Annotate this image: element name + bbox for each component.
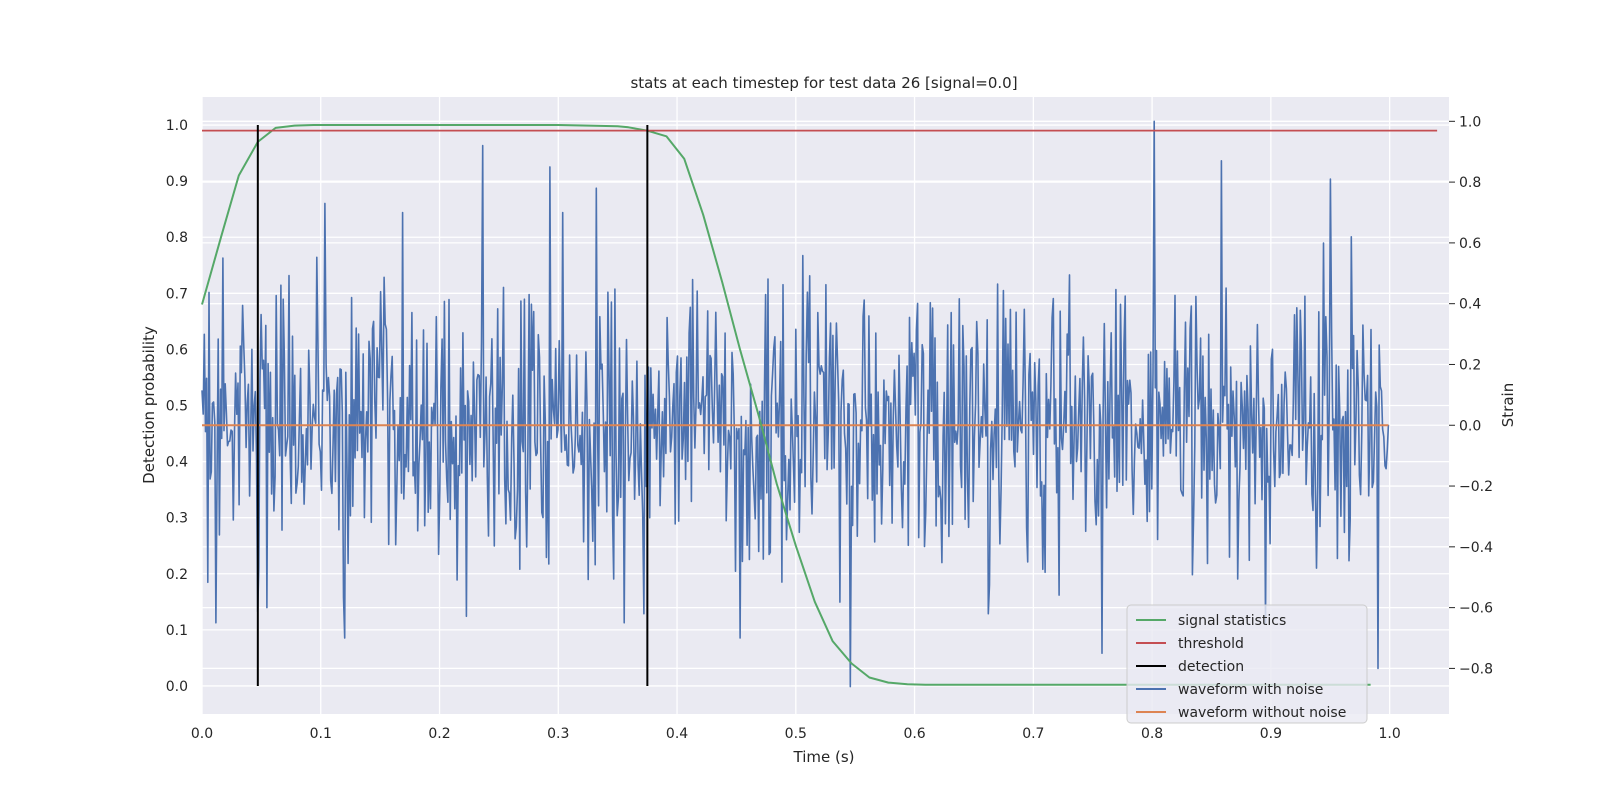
y2-tick-label: −0.2: [1459, 479, 1493, 495]
y2-tick-label: 0.8: [1459, 175, 1481, 191]
x-tick-label: 0.9: [1260, 726, 1282, 742]
y-tick-label: 0.5: [166, 399, 188, 415]
y2-tick-label: 0.2: [1459, 357, 1481, 373]
legend-label: threshold: [1178, 636, 1244, 652]
y-tick-label: 0.2: [166, 567, 188, 583]
x-tick-label: 0.4: [666, 726, 688, 742]
y2-tick-label: −0.8: [1459, 661, 1493, 677]
x-tick-label: 0.5: [785, 726, 807, 742]
y-tick-label: 0.1: [166, 623, 188, 639]
x-tick-label: 0.6: [903, 726, 925, 742]
y-tick-label: 0.0: [166, 679, 188, 695]
x-tick-label: 0.1: [310, 726, 332, 742]
y2-axis-title: Strain: [1499, 383, 1517, 427]
x-tick-label: 0.7: [1022, 726, 1044, 742]
legend-label: waveform without noise: [1178, 705, 1346, 721]
x-tick-label: 0.8: [1141, 726, 1163, 742]
x-tick-label: 0.0: [191, 726, 213, 742]
legend-box: [1126, 604, 1368, 724]
y-tick-label: 0.7: [166, 286, 188, 302]
y2-tick-label: 0.4: [1459, 297, 1481, 313]
x-axis-title: Time (s): [793, 748, 855, 766]
x-tick-label: 0.3: [547, 726, 569, 742]
y2-tick-label: −0.6: [1459, 601, 1493, 617]
y-tick-label: 1.0: [166, 118, 188, 134]
legend-label: detection: [1178, 659, 1244, 675]
series-layer: [201, 120, 1438, 688]
y-tick-label: 0.8: [166, 230, 188, 246]
legend-label: waveform with noise: [1178, 682, 1323, 698]
y-tick-label: 0.9: [166, 174, 188, 190]
y-tick-label: 0.4: [166, 455, 188, 471]
x-tick-label: 0.2: [428, 726, 450, 742]
x-tick-label: 1.0: [1378, 726, 1400, 742]
y2-tick-label: 0.0: [1459, 418, 1481, 434]
series-waveform-with-noise: [201, 120, 1390, 688]
legend: signal statistics threshold detection wavef…: [1126, 604, 1368, 724]
y2-tick-label: −0.4: [1459, 540, 1493, 556]
y-tick-label: 0.3: [166, 511, 188, 527]
y-axis-title: Detection probability: [140, 326, 158, 484]
legend-label: signal statistics: [1178, 613, 1286, 629]
y-tick-label: 0.6: [166, 342, 188, 358]
ticks-layer: 0.0 0.1 0.2 0.3 0.4 0.5 0.6 0.7 0.8 0.9 1.0 0.0 0.1 0…: [166, 114, 1493, 742]
chart-title: stats at each timestep for test data 26 …: [630, 74, 1017, 92]
series-signal-statistics: [201, 124, 1371, 686]
y2-tick-label: 1.0: [1459, 114, 1481, 130]
y2-tick-label: 0.6: [1459, 236, 1481, 252]
